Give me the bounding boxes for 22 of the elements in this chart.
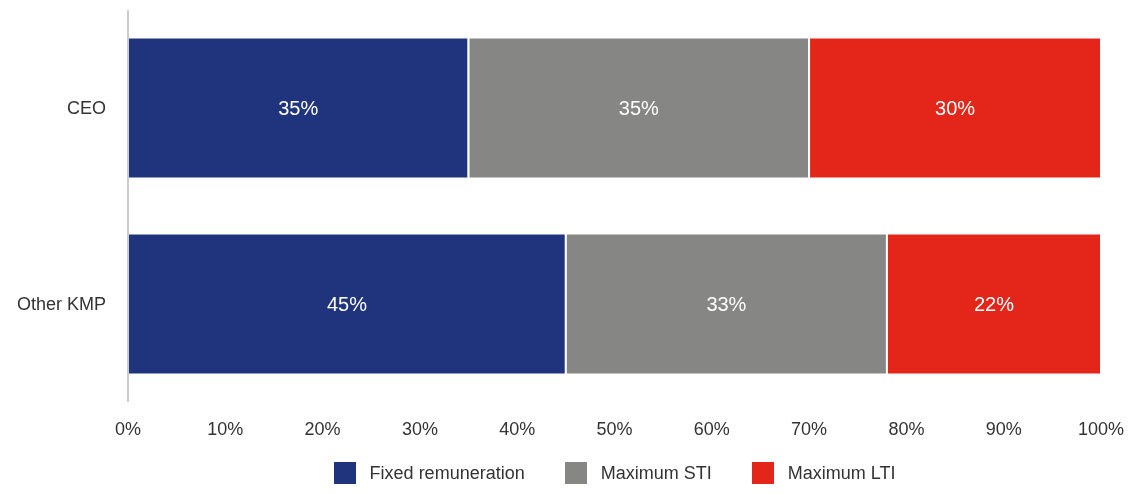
- data-label: 33%: [706, 292, 747, 315]
- y-tick-label: CEO: [66, 98, 106, 119]
- x-tick-label: 50%: [596, 418, 633, 439]
- x-tick-label: 90%: [985, 418, 1022, 439]
- x-tick-label: 0%: [114, 418, 142, 439]
- x-tick-label: 40%: [499, 418, 536, 439]
- x-tick-label: 20%: [304, 418, 341, 439]
- data-label: 45%: [326, 292, 368, 315]
- legend-label: Maximum STI: [600, 462, 712, 484]
- legend-label: Fixed remuneration: [369, 462, 525, 484]
- x-tick-label: 10%: [207, 418, 244, 439]
- data-label: 22%: [973, 292, 1015, 315]
- data-label: 30%: [935, 96, 976, 119]
- x-tick-label: 100%: [1077, 418, 1125, 439]
- x-tick-label: 60%: [693, 418, 730, 439]
- data-label: 35%: [278, 96, 319, 119]
- x-tick-label: 30%: [401, 418, 438, 439]
- x-tick-label: 70%: [791, 418, 828, 439]
- data-label: 35%: [618, 96, 660, 119]
- x-tick-label: 80%: [888, 418, 925, 439]
- y-tick-label: Other KMP: [16, 294, 106, 315]
- legend-label: Maximum LTI: [787, 462, 896, 484]
